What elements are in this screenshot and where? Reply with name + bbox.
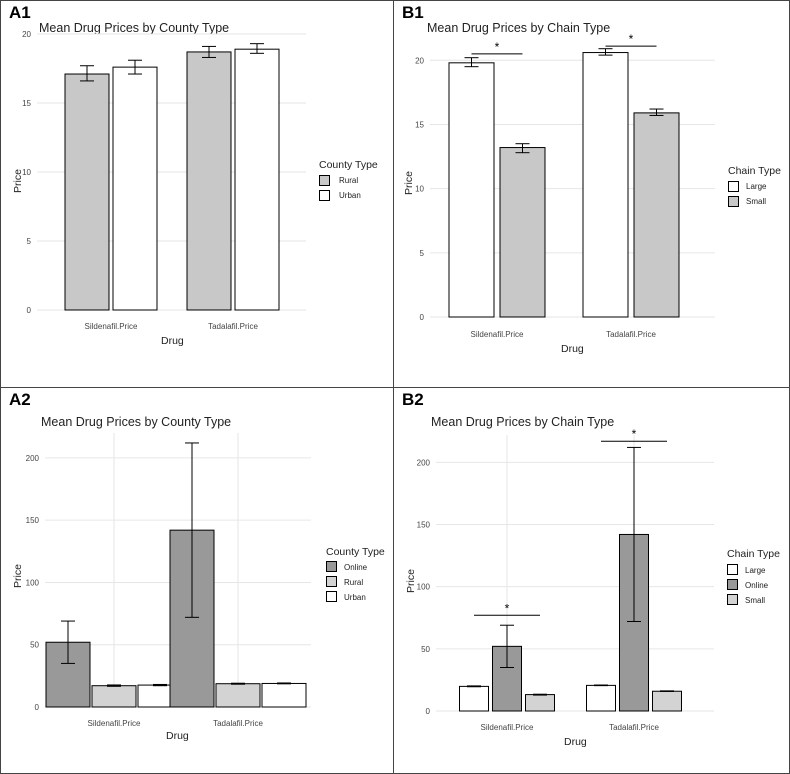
y-tick-label: 5 xyxy=(27,237,32,246)
legend-swatch-online xyxy=(326,561,337,572)
x-tick-label: Tadalafil.Price xyxy=(208,322,258,331)
y-tick-label: 15 xyxy=(22,99,31,108)
legend-title: Chain Type xyxy=(728,165,781,177)
chart-canvas-a2: 0 50 100 150 200 Sildenafil.Price Tadalafil.Pr… xyxy=(26,433,311,728)
y-tick-label: 20 xyxy=(22,30,31,39)
panel-a2: A2 Mean Drug Prices by County Type 0 50 10… xyxy=(0,387,394,774)
chart-title: Mean Drug Prices by County Type xyxy=(39,21,230,35)
x-tick-label: Sildenafil.Price xyxy=(88,719,141,728)
y-tick-label: 0 xyxy=(35,703,40,712)
x-axis-label: Drug xyxy=(564,736,587,748)
y-tick-label: 5 xyxy=(420,249,425,258)
bar-small-tadalafil-price xyxy=(633,112,680,318)
chart-canvas-a1: 0 5 10 15 20 Sildenafil.Price Tadalafil.Price xyxy=(22,30,306,331)
y-tick-label: 10 xyxy=(415,185,424,194)
significance-star: * xyxy=(495,40,500,54)
y-tick-label: 150 xyxy=(417,521,431,530)
panel-b2: B2 Mean Drug Prices by Chain Type 0 50 100… xyxy=(393,387,790,774)
significance-star: * xyxy=(505,601,510,615)
x-tick-label: Tadalafil.Price xyxy=(609,723,659,732)
legend-swatch-online xyxy=(727,579,738,590)
chart-canvas-b2: 0 50 100 150 200 Sildenafil.Price Tadalafil.Pr… xyxy=(417,427,714,732)
legend-swatch-urban xyxy=(319,190,330,201)
bar-urban-tadalafil-price xyxy=(234,48,280,311)
y-tick-label: 50 xyxy=(30,641,39,650)
legend-label-online: Online xyxy=(745,581,769,590)
legend-title: County Type xyxy=(319,159,378,171)
legend-swatch-small xyxy=(727,594,738,605)
legend-label-large: Large xyxy=(746,182,767,191)
legend-title: County Type xyxy=(326,546,385,558)
legend-label-rural: Rural xyxy=(344,578,364,587)
y-tick-label: 200 xyxy=(26,454,40,463)
x-axis-label: Drug xyxy=(166,730,189,742)
y-tick-label: 0 xyxy=(27,306,32,315)
bar-rural-tadalafil-price xyxy=(215,683,261,708)
legend-swatch-urban xyxy=(326,591,337,602)
legend-swatch-large xyxy=(727,564,738,575)
panel-a1: A1 Mean Drug Prices by County Type 0 5 10 1… xyxy=(0,0,394,388)
panel-letter: B1 xyxy=(402,3,424,22)
bar-rural-sildenafil-price xyxy=(91,685,137,708)
bar-rural-sildenafil-price xyxy=(64,73,110,311)
legend-label-rural: Rural xyxy=(339,176,359,185)
y-axis-label: Price xyxy=(12,564,24,588)
x-axis-label: Drug xyxy=(561,343,584,355)
x-tick-label: Tadalafil.Price xyxy=(606,330,656,339)
legend-swatch-small xyxy=(728,196,739,207)
bar-urban-tadalafil-price xyxy=(261,682,307,708)
legend-swatch-large xyxy=(728,181,739,192)
legend-label-small: Small xyxy=(746,197,767,206)
y-tick-label: 200 xyxy=(417,458,431,467)
x-tick-label: Sildenafil.Price xyxy=(481,723,534,732)
y-tick-label: 100 xyxy=(26,578,40,587)
bar-small-tadalafil-price xyxy=(652,690,682,712)
legend-label-urban: Urban xyxy=(344,593,366,602)
legend-label-small: Small xyxy=(745,596,766,605)
chart-title: Mean Drug Prices by Chain Type xyxy=(431,415,615,429)
panel-letter: B2 xyxy=(402,390,424,409)
x-tick-label: Tadalafil.Price xyxy=(213,719,263,728)
y-axis-label: Price xyxy=(403,171,415,195)
bar-urban-sildenafil-price xyxy=(112,66,158,311)
x-tick-label: Sildenafil.Price xyxy=(85,322,138,331)
bar-rural-tadalafil-price xyxy=(186,51,232,311)
bar-large-sildenafil-price xyxy=(459,685,489,712)
bar-small-sildenafil-price xyxy=(499,147,546,318)
panel-b1: B1 Mean Drug Prices by Chain Type 0 5 10 15… xyxy=(393,0,790,388)
chart-title: Mean Drug Prices by County Type xyxy=(41,415,232,429)
y-tick-label: 0 xyxy=(426,707,431,716)
bar-large-tadalafil-price xyxy=(582,52,629,318)
legend-label-urban: Urban xyxy=(339,191,361,200)
y-axis-label: Price xyxy=(12,169,24,193)
y-tick-label: 100 xyxy=(417,583,431,592)
panel-letter: A1 xyxy=(9,3,31,22)
significance-star: * xyxy=(632,427,637,441)
bar-large-sildenafil-price xyxy=(448,62,495,318)
y-tick-label: 150 xyxy=(26,516,40,525)
panel-letter: A2 xyxy=(9,390,31,409)
chart-canvas-b1: 0 5 10 15 20 Sildenafil.Price Tadalafil.Price *… xyxy=(415,32,715,339)
bar-large-tadalafil-price xyxy=(586,684,616,712)
chart-title: Mean Drug Prices by Chain Type xyxy=(427,21,611,35)
y-tick-label: 10 xyxy=(22,168,31,177)
significance-star: * xyxy=(629,32,634,46)
legend-swatch-rural xyxy=(319,175,330,186)
y-tick-label: 50 xyxy=(421,645,430,654)
legend-label-online: Online xyxy=(344,563,368,572)
y-tick-label: 0 xyxy=(420,313,425,322)
y-tick-label: 20 xyxy=(415,56,424,65)
x-tick-label: Sildenafil.Price xyxy=(471,330,524,339)
y-axis-label: Price xyxy=(405,569,417,593)
bar-small-sildenafil-price xyxy=(525,694,555,712)
legend-title: Chain Type xyxy=(727,548,780,560)
y-tick-label: 15 xyxy=(415,120,424,129)
legend-swatch-rural xyxy=(326,576,337,587)
legend-label-large: Large xyxy=(745,566,766,575)
x-axis-label: Drug xyxy=(161,335,184,347)
